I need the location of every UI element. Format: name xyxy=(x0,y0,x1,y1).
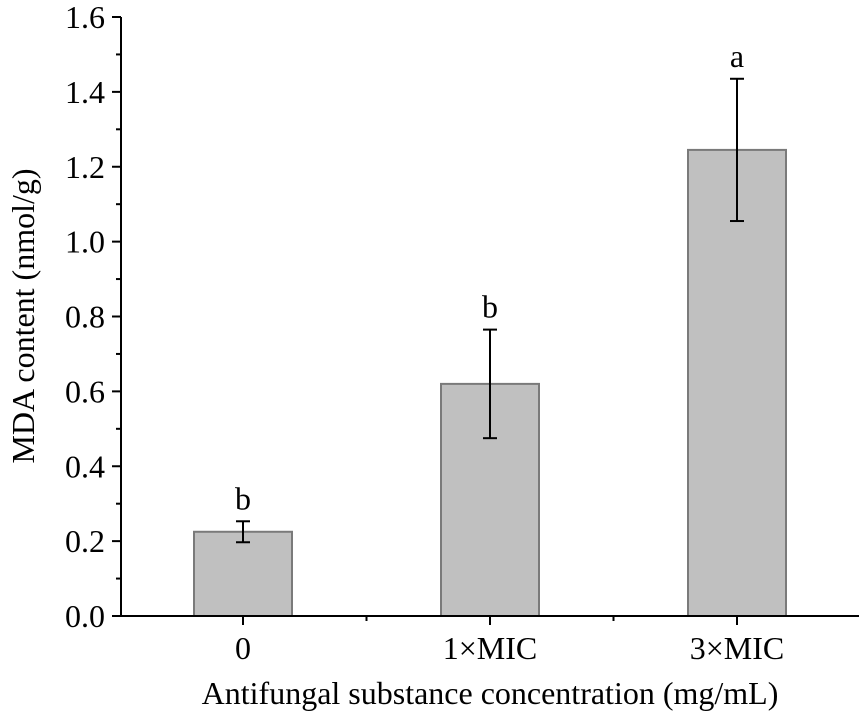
bar xyxy=(193,530,293,617)
y-tick-label: 0.0 xyxy=(65,598,105,634)
y-axis-ticks: 0.0 0.2 0.4 0.6 0.8 1.0 1.2 1.4 1.6 xyxy=(65,0,121,634)
bar xyxy=(687,148,787,617)
y-tick-label: 0.6 xyxy=(65,373,105,409)
x-tick-label: 3×MIC xyxy=(690,630,785,666)
x-tick-label: 0 xyxy=(235,630,251,666)
significance-label: a xyxy=(730,38,744,74)
y-axis-title: MDA content (nmol/g) xyxy=(5,168,41,463)
y-tick-label: 0.8 xyxy=(65,299,105,335)
y-tick-label: 0.4 xyxy=(65,448,105,484)
y-tick-label: 1.0 xyxy=(65,224,105,260)
x-axis-ticks: 0 1×MIC 3×MIC xyxy=(235,616,784,666)
y-tick-label: 1.4 xyxy=(65,74,105,110)
x-tick-label: 1×MIC xyxy=(443,630,538,666)
bars xyxy=(193,148,787,618)
significance-label: b xyxy=(482,289,498,325)
error-bars xyxy=(236,77,744,544)
significance-letters: b b a xyxy=(235,38,744,517)
y-tick-label: 1.2 xyxy=(65,149,105,185)
x-axis-title: Antifungal substance concentration (mg/m… xyxy=(202,675,779,711)
significance-label: b xyxy=(235,480,251,516)
y-tick-label: 1.6 xyxy=(65,0,105,35)
y-tick-label: 0.2 xyxy=(65,523,105,559)
